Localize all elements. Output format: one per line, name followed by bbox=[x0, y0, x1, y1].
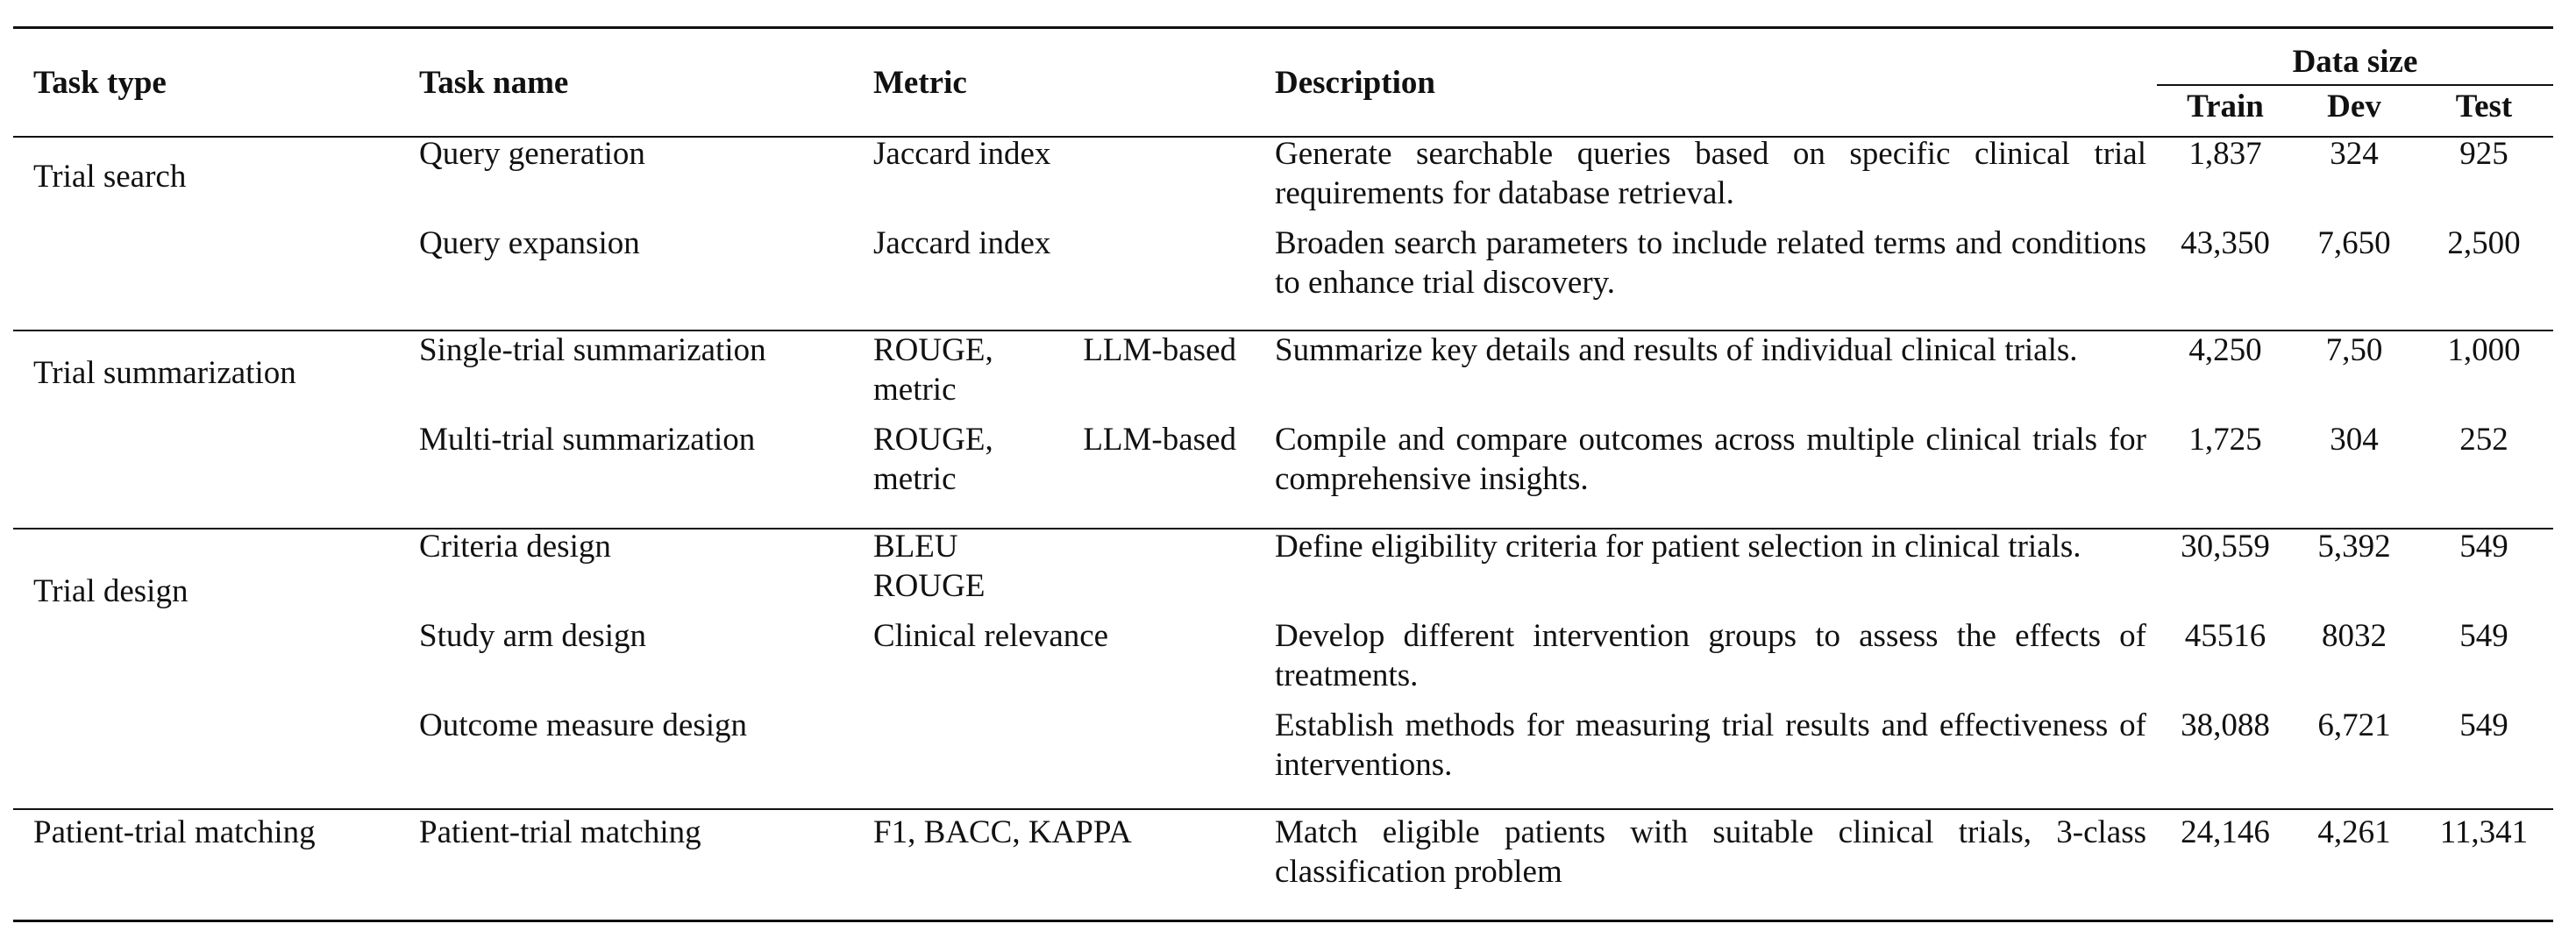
task-type-cell: Trial search bbox=[33, 159, 187, 195]
description-cell: Establish methods for measuring trial re… bbox=[1275, 707, 2146, 783]
test-cell: 549 bbox=[2459, 529, 2508, 565]
task-type-cell: Trial design bbox=[33, 573, 189, 609]
dev-cell: 7,650 bbox=[2317, 225, 2391, 261]
dev-cell: 8032 bbox=[2322, 618, 2387, 654]
test-cell: 549 bbox=[2459, 618, 2508, 654]
header-data-size: Data size bbox=[2292, 44, 2418, 80]
task-name-cell: Outcome measure design bbox=[419, 707, 747, 743]
dev-cell: 7,50 bbox=[2325, 332, 2383, 368]
header-task-type: Task type bbox=[33, 65, 167, 101]
test-cell: 11,341 bbox=[2439, 814, 2529, 850]
header-rule bbox=[13, 136, 2553, 138]
header-dev: Dev bbox=[2327, 89, 2381, 124]
top-rule bbox=[13, 26, 2553, 29]
test-cell: 252 bbox=[2459, 422, 2508, 458]
task-name-cell: Criteria design bbox=[419, 529, 611, 565]
dev-cell: 324 bbox=[2330, 136, 2379, 172]
bottom-rule bbox=[13, 920, 2553, 922]
task-type-cell: Trial summarization bbox=[33, 355, 296, 391]
train-cell: 24,146 bbox=[2181, 814, 2270, 850]
metric-cell-extra: ROUGE bbox=[873, 568, 986, 604]
task-name-cell: Query expansion bbox=[419, 225, 640, 261]
train-cell: 43,350 bbox=[2181, 225, 2270, 261]
train-cell: 1,837 bbox=[2188, 136, 2262, 172]
dev-cell: 6,721 bbox=[2317, 707, 2391, 743]
description-cell: Summarize key details and results of ind… bbox=[1275, 332, 2078, 368]
group-rule bbox=[13, 808, 2553, 810]
metric-cell: BLEU bbox=[873, 529, 958, 565]
train-cell: 30,559 bbox=[2181, 529, 2270, 565]
task-name-cell: Multi-trial summarization bbox=[419, 422, 756, 458]
group-rule bbox=[13, 528, 2553, 529]
task-name-cell: Query generation bbox=[419, 136, 645, 172]
metric-cell: Jaccard index bbox=[873, 225, 1051, 261]
group-rule bbox=[13, 330, 2553, 331]
task-name-cell: Single-trial summarization bbox=[419, 332, 766, 368]
header-train: Train bbox=[2187, 89, 2264, 124]
task-name-cell: Study arm design bbox=[419, 618, 646, 654]
description-cell: Generate searchable queries based on spe… bbox=[1275, 136, 2146, 211]
dev-cell: 4,261 bbox=[2317, 814, 2391, 850]
header-metric: Metric bbox=[873, 65, 967, 101]
description-cell: Match eligible patients with suitable cl… bbox=[1275, 814, 2146, 890]
task-name-cell: Patient-trial matching bbox=[419, 814, 701, 850]
test-cell: 549 bbox=[2459, 707, 2508, 743]
header-description: Description bbox=[1275, 65, 1435, 101]
test-cell: 1,000 bbox=[2447, 332, 2521, 368]
dev-cell: 304 bbox=[2330, 422, 2379, 458]
train-cell: 38,088 bbox=[2181, 707, 2270, 743]
header-task-name: Task name bbox=[419, 65, 569, 101]
description-cell: Broaden search parameters to include rel… bbox=[1275, 225, 2146, 301]
test-cell: 925 bbox=[2459, 136, 2508, 172]
train-cell: 45516 bbox=[2184, 618, 2266, 654]
description-cell: Develop different intervention groups to… bbox=[1275, 618, 2146, 693]
header-test: Test bbox=[2455, 89, 2513, 124]
dev-cell: 5,392 bbox=[2317, 529, 2391, 565]
data-size-rule bbox=[2157, 84, 2553, 86]
test-cell: 2,500 bbox=[2447, 225, 2521, 261]
metric-cell: Jaccard index bbox=[873, 136, 1051, 172]
train-cell: 4,250 bbox=[2188, 332, 2262, 368]
metric-cell: F1, BACC, KAPPA bbox=[873, 814, 1132, 850]
task-type-cell: Patient-trial matching bbox=[33, 814, 316, 850]
train-cell: 1,725 bbox=[2188, 422, 2262, 458]
metric-cell: ROUGE, LLM-based metric bbox=[873, 422, 1236, 497]
description-cell: Define eligibility criteria for patient … bbox=[1275, 529, 2081, 565]
metric-cell: Clinical relevance bbox=[873, 618, 1109, 654]
metric-cell: ROUGE, LLM-based metric bbox=[873, 332, 1236, 408]
description-cell: Compile and compare outcomes across mult… bbox=[1275, 422, 2146, 497]
